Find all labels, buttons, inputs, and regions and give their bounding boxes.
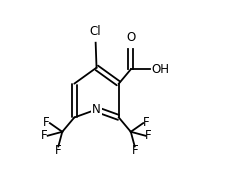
Text: OH: OH xyxy=(151,63,169,76)
Text: F: F xyxy=(43,116,50,129)
Text: F: F xyxy=(145,129,152,142)
Text: F: F xyxy=(55,144,62,157)
Text: Cl: Cl xyxy=(89,25,101,38)
Text: O: O xyxy=(126,31,135,44)
Text: F: F xyxy=(143,116,150,129)
Text: N: N xyxy=(92,103,101,116)
Text: F: F xyxy=(132,144,138,157)
Text: F: F xyxy=(41,129,48,142)
